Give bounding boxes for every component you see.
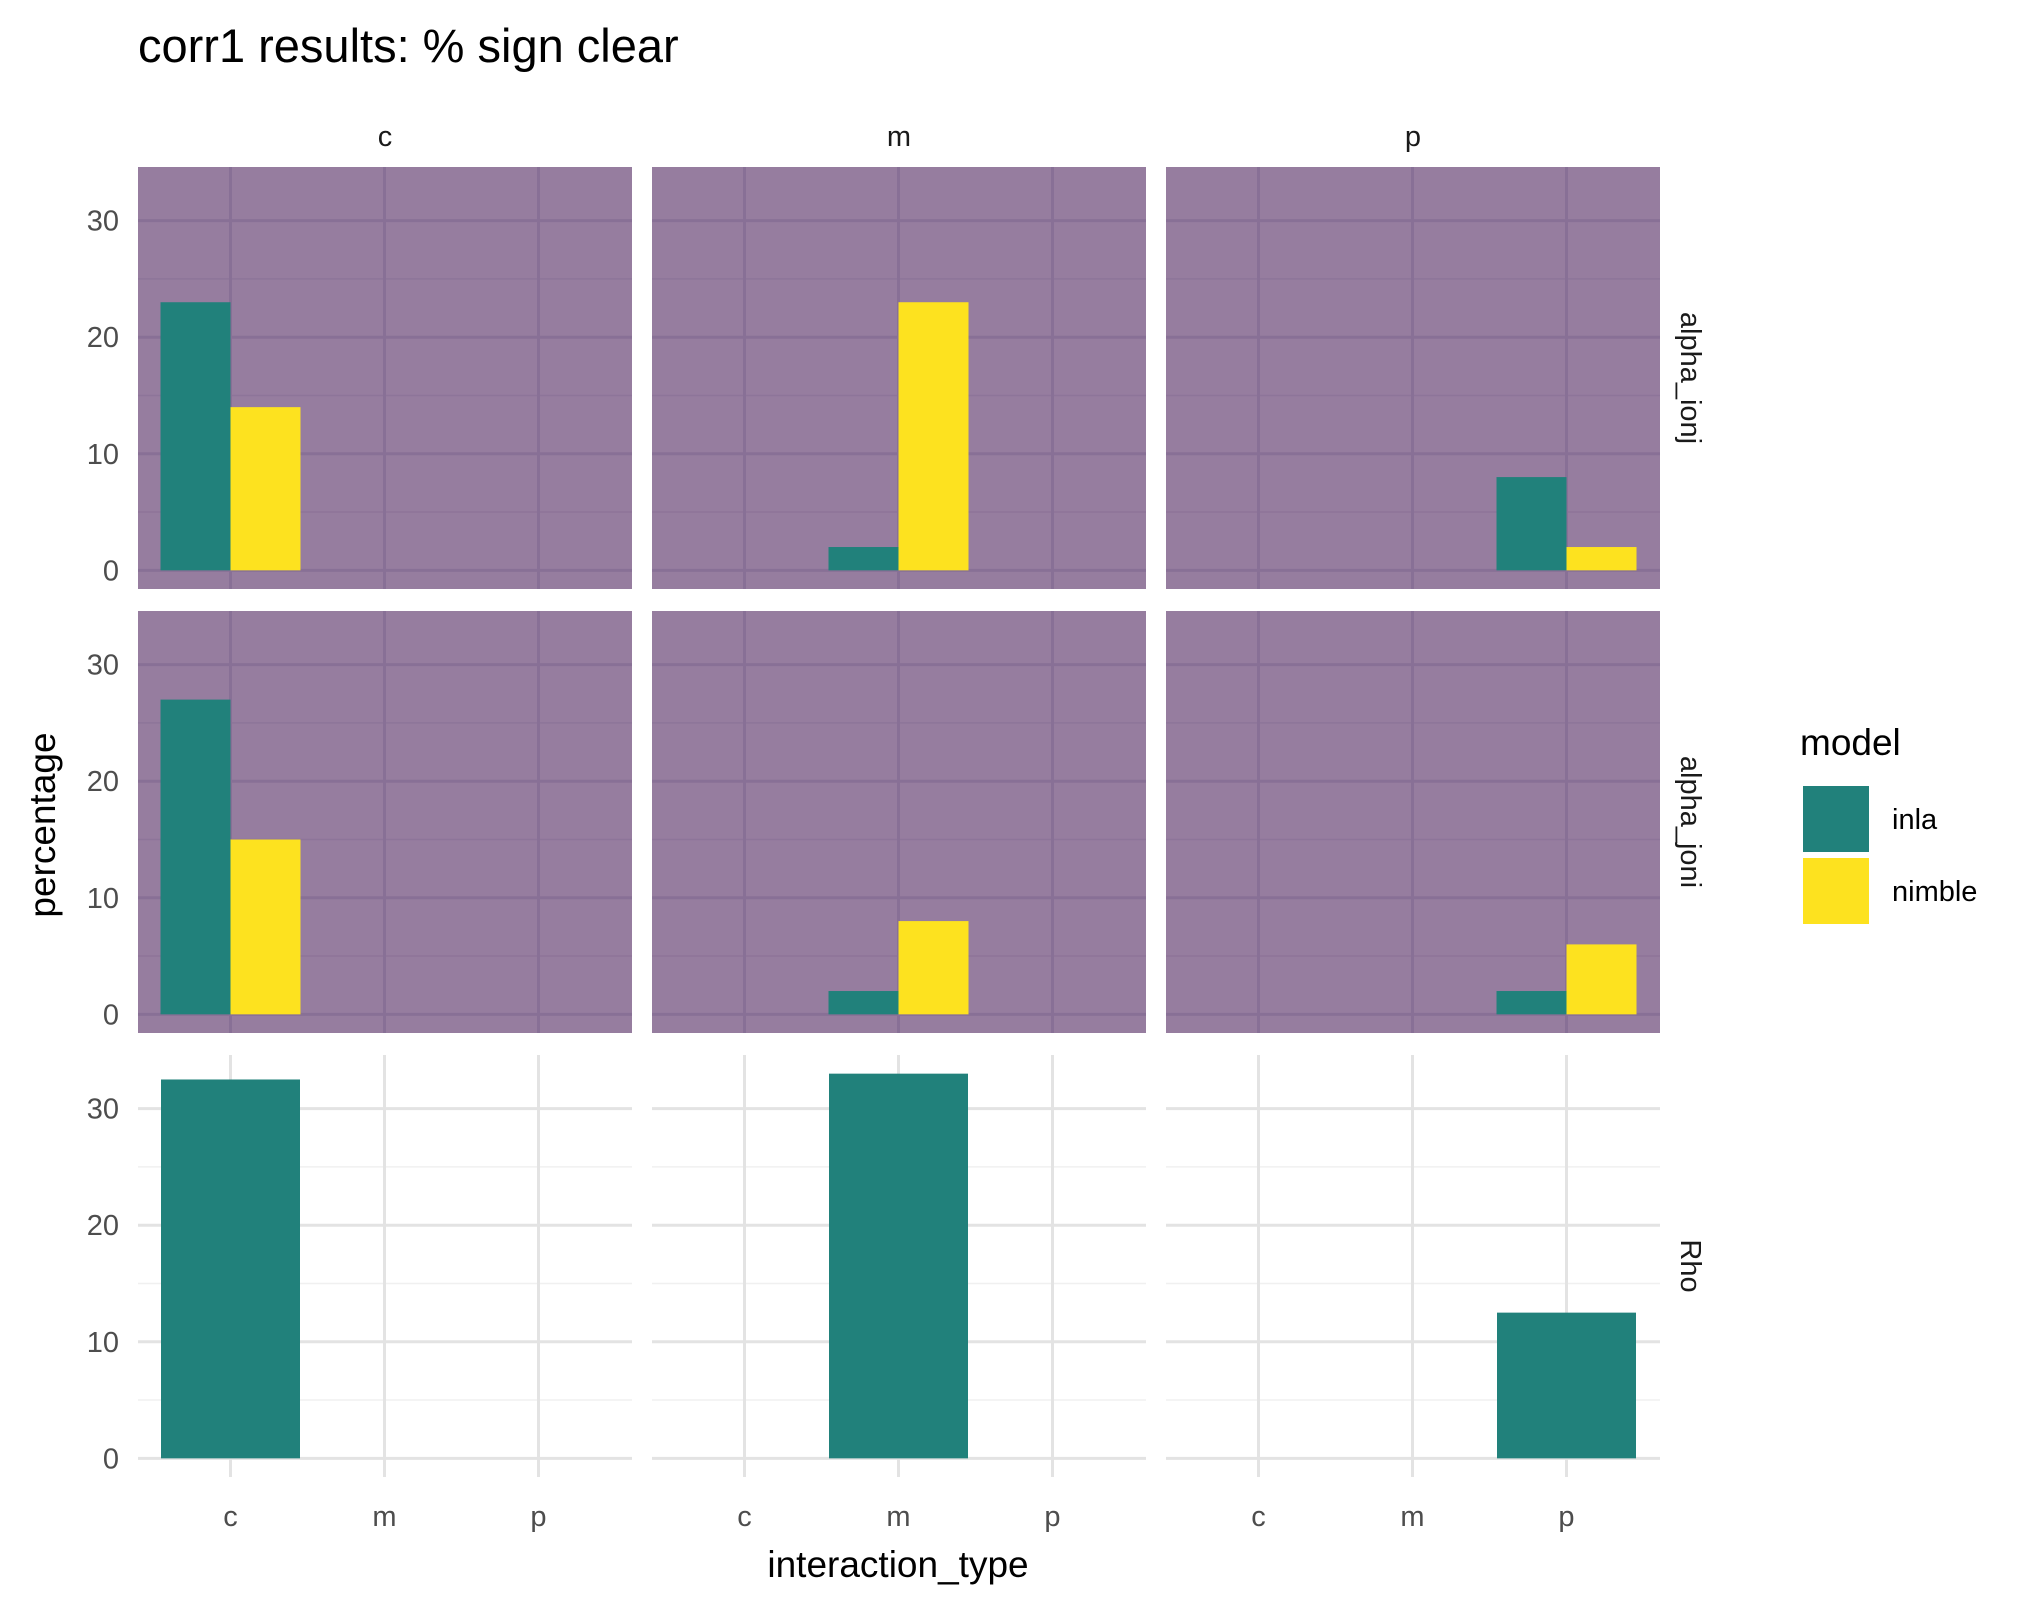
column-strip-label: c bbox=[378, 121, 393, 153]
panel-alpha_ionj-m bbox=[652, 167, 1146, 589]
row-strip-label: alpha_ionj bbox=[1674, 312, 1706, 444]
column-strip-label: p bbox=[1405, 121, 1421, 153]
bar-nimble-alpha_joni-p-p bbox=[1566, 944, 1637, 1015]
y-tick-label: 30 bbox=[87, 650, 119, 682]
column-strip-label: m bbox=[887, 121, 911, 153]
row-strip-label: Rho bbox=[1674, 1239, 1706, 1292]
x-tick-label: p bbox=[530, 1501, 546, 1533]
x-tick-label: p bbox=[1558, 1501, 1574, 1533]
bar-nimble-alpha_joni-m-m bbox=[898, 921, 969, 1015]
x-axis-title: interaction_type bbox=[767, 1544, 1028, 1585]
y-tick-label: 10 bbox=[87, 883, 119, 915]
bar-inla-alpha_ionj-p-p bbox=[1496, 477, 1567, 571]
x-tick-label: c bbox=[1251, 1501, 1266, 1533]
bar-inla-Rho-c-c bbox=[161, 1079, 300, 1459]
y-tick-label: 0 bbox=[103, 1443, 119, 1475]
y-tick-label: 20 bbox=[87, 766, 119, 798]
y-axis-title: percentage bbox=[22, 732, 63, 917]
legend-label-nimble: nimble bbox=[1892, 876, 1977, 908]
x-tick-label: c bbox=[223, 1501, 238, 1533]
chart-title: corr1 results: % sign clear bbox=[138, 19, 679, 72]
legend-key-inla bbox=[1803, 786, 1869, 852]
panel-Rho-m bbox=[652, 1055, 1146, 1477]
panel-alpha_ionj-c bbox=[138, 167, 632, 589]
bar-nimble-alpha_joni-c-c bbox=[230, 839, 301, 1015]
panel-Rho-c bbox=[138, 1055, 632, 1477]
panel-alpha_joni-m bbox=[652, 611, 1146, 1033]
x-tick-label: m bbox=[1400, 1501, 1424, 1533]
bar-nimble-alpha_ionj-m-m bbox=[898, 302, 969, 571]
x-tick-label: p bbox=[1044, 1501, 1060, 1533]
y-tick-label: 0 bbox=[103, 555, 119, 587]
row-strips: alpha_ionj alpha_joni Rho bbox=[1674, 312, 1706, 1293]
x-tick-label: m bbox=[886, 1501, 910, 1533]
x-tick-label: m bbox=[372, 1501, 396, 1533]
y-tick-label: 0 bbox=[103, 999, 119, 1031]
x-tick-label: c bbox=[737, 1501, 752, 1533]
bar-inla-Rho-m-m bbox=[829, 1073, 968, 1459]
panel-alpha_ionj-p bbox=[1166, 167, 1660, 589]
legend-title: model bbox=[1800, 722, 1901, 763]
panel-alpha_joni-c bbox=[138, 611, 632, 1033]
y-tick-label: 30 bbox=[87, 206, 119, 238]
bar-nimble-alpha_ionj-c-c bbox=[230, 407, 301, 571]
bar-nimble-alpha_ionj-p-p bbox=[1566, 547, 1637, 571]
panel-Rho-p bbox=[1166, 1055, 1660, 1477]
facet-panels bbox=[138, 167, 1660, 1477]
row-strip-label: alpha_joni bbox=[1674, 756, 1706, 888]
bar-inla-alpha_ionj-m-m bbox=[828, 547, 899, 571]
y-tick-label: 10 bbox=[87, 1327, 119, 1359]
legend-key-nimble bbox=[1803, 858, 1869, 924]
bar-inla-alpha_joni-m-m bbox=[828, 991, 899, 1015]
bar-inla-Rho-p-p bbox=[1497, 1312, 1636, 1459]
bar-inla-alpha_joni-c-c bbox=[160, 699, 231, 1015]
y-tick-label: 20 bbox=[87, 1210, 119, 1242]
y-tick-label: 10 bbox=[87, 439, 119, 471]
bar-inla-alpha_ionj-c-c bbox=[160, 302, 231, 571]
y-tick-label: 20 bbox=[87, 322, 119, 354]
panel-alpha_joni-p bbox=[1166, 611, 1660, 1033]
legend-label-inla: inla bbox=[1892, 804, 1938, 836]
y-tick-label: 30 bbox=[87, 1094, 119, 1126]
bar-inla-alpha_joni-p-p bbox=[1496, 991, 1567, 1015]
y-axis-ticks: 0 10 20 30 0 10 20 30 0 10 20 30 bbox=[87, 206, 119, 1476]
legend: model inla nimble bbox=[1800, 722, 1977, 924]
